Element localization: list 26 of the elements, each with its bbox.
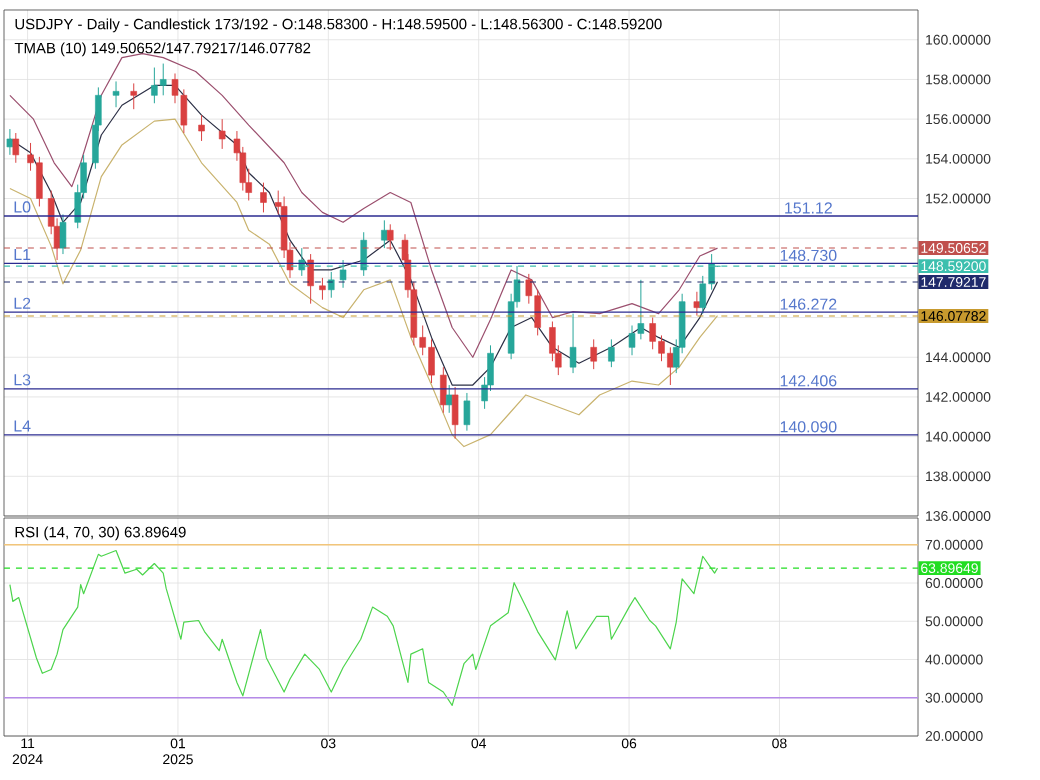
candlestick [112, 80, 120, 108]
candlestick [590, 338, 597, 370]
candlestick [608, 338, 615, 368]
candlestick [307, 253, 314, 305]
line-series [9, 549, 719, 707]
candlestick [569, 313, 577, 374]
candlestick [198, 114, 205, 142]
candlestick [381, 219, 388, 249]
line-series [9, 53, 719, 358]
candlestick [59, 213, 67, 255]
candlestick [12, 132, 20, 164]
candlestick [6, 128, 14, 156]
candlestick [387, 223, 394, 251]
candlestick [360, 231, 367, 277]
candlestick [440, 366, 447, 414]
candlestick [218, 118, 226, 150]
candlestick [339, 259, 347, 289]
candlestick [159, 63, 167, 96]
candlestick [445, 384, 453, 414]
candlestick [260, 182, 267, 213]
candlestick [130, 82, 137, 110]
candlestick [693, 291, 701, 317]
candlestick [463, 392, 471, 432]
candlestick [319, 277, 326, 301]
candlestick [451, 386, 459, 440]
candlestick [628, 325, 636, 356]
